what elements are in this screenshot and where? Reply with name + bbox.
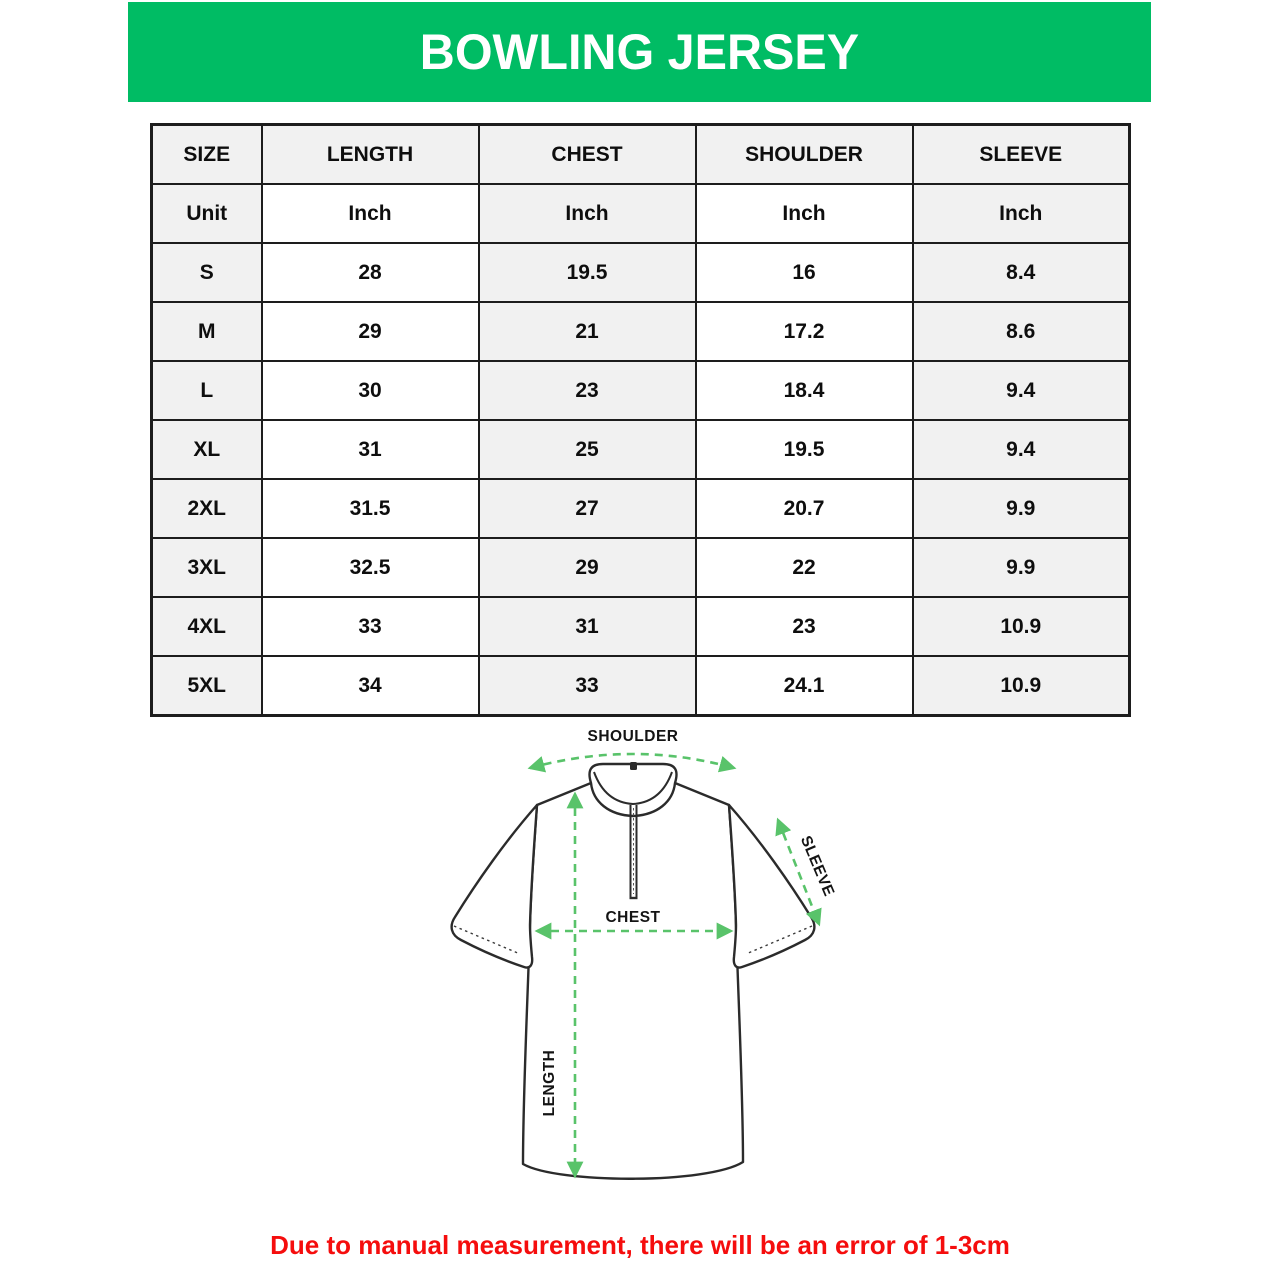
size-label: M: [150, 301, 263, 362]
shoulder-value: 17.2: [694, 301, 914, 362]
length-value: 34: [260, 655, 480, 717]
shoulder-label: SHOULDER: [588, 728, 679, 745]
length-value: 31.5: [260, 478, 480, 539]
unit-length: Inch: [260, 183, 480, 244]
length-value: 29: [260, 301, 480, 362]
shoulder-value: 19.5: [694, 419, 914, 480]
column-header-sleeve: SLEEVE: [911, 123, 1131, 185]
column-header-size: SIZE: [150, 123, 263, 185]
page-title: BOWLING JERSEY: [419, 24, 860, 80]
unit-chest: Inch: [477, 183, 697, 244]
unit-label: Unit: [150, 183, 263, 244]
chest-value: 19.5: [477, 242, 697, 303]
size-label: 5XL: [150, 655, 263, 717]
length-value: 31: [260, 419, 480, 480]
jersey-outline-icon: [450, 762, 816, 1180]
table-row-4xl: 4XL 33 31 23 10.9: [150, 596, 1131, 657]
unit-sleeve: Inch: [911, 183, 1131, 244]
shoulder-value: 23: [694, 596, 914, 657]
column-header-chest: CHEST: [477, 123, 697, 185]
title-banner: BOWLING JERSEY: [128, 2, 1151, 102]
chest-value: 33: [477, 655, 697, 717]
size-label: S: [150, 242, 263, 303]
chest-label: CHEST: [605, 909, 660, 926]
sleeve-value: 8.4: [911, 242, 1131, 303]
length-value: 33: [260, 596, 480, 657]
chest-value: 23: [477, 360, 697, 421]
table-row-s: S 28 19.5 16 8.4: [150, 242, 1131, 303]
sleeve-label: SLEEVE: [797, 833, 838, 899]
shoulder-value: 16: [694, 242, 914, 303]
size-label: 4XL: [150, 596, 263, 657]
table-row-5xl: 5XL 34 33 24.1 10.9: [150, 655, 1131, 717]
unit-shoulder: Inch: [694, 183, 914, 244]
table-row-3xl: 3XL 32.5 29 22 9.9: [150, 537, 1131, 598]
chest-value: 27: [477, 478, 697, 539]
column-header-length: LENGTH: [260, 123, 480, 185]
length-value: 28: [260, 242, 480, 303]
size-chart-table: SIZE LENGTH CHEST SHOULDER SLEEVE Unit I…: [150, 123, 1131, 717]
table-header-row: SIZE LENGTH CHEST SHOULDER SLEEVE: [150, 123, 1131, 185]
size-label: XL: [150, 419, 263, 480]
chest-value: 31: [477, 596, 697, 657]
chest-value: 21: [477, 301, 697, 362]
measurement-disclaimer: Due to manual measurement, there will be…: [270, 1230, 1010, 1260]
column-header-shoulder: SHOULDER: [694, 123, 914, 185]
length-value: 30: [260, 360, 480, 421]
table-row-xl: XL 31 25 19.5 9.4: [150, 419, 1131, 480]
table-row-unit: Unit Inch Inch Inch Inch: [150, 183, 1131, 244]
size-label: 2XL: [150, 478, 263, 539]
length-value: 32.5: [260, 537, 480, 598]
table-row-l: L 30 23 18.4 9.4: [150, 360, 1131, 421]
table-row-2xl: 2XL 31.5 27 20.7 9.9: [150, 478, 1131, 539]
shoulder-value: 20.7: [694, 478, 914, 539]
size-label: L: [150, 360, 263, 421]
shoulder-arrow: [527, 752, 737, 773]
size-label: 3XL: [150, 537, 263, 598]
chest-value: 29: [477, 537, 697, 598]
sleeve-arrow: [775, 817, 822, 927]
length-label: LENGTH: [541, 1050, 558, 1117]
table-row-m: M 29 21 17.2 8.6: [150, 301, 1131, 362]
chest-value: 25: [477, 419, 697, 480]
sleeve-value: 8.6: [911, 301, 1131, 362]
jersey-measurement-diagram: SHOULDER CHEST LENGTH SLEEVE: [430, 726, 850, 1210]
shoulder-value: 24.1: [694, 655, 914, 717]
sleeve-value: 10.9: [911, 596, 1131, 657]
sleeve-value: 9.4: [911, 360, 1131, 421]
sleeve-value: 9.9: [911, 537, 1131, 598]
sleeve-value: 10.9: [911, 655, 1131, 717]
shoulder-value: 22: [694, 537, 914, 598]
shoulder-value: 18.4: [694, 360, 914, 421]
sleeve-value: 9.9: [911, 478, 1131, 539]
sleeve-value: 9.4: [911, 419, 1131, 480]
